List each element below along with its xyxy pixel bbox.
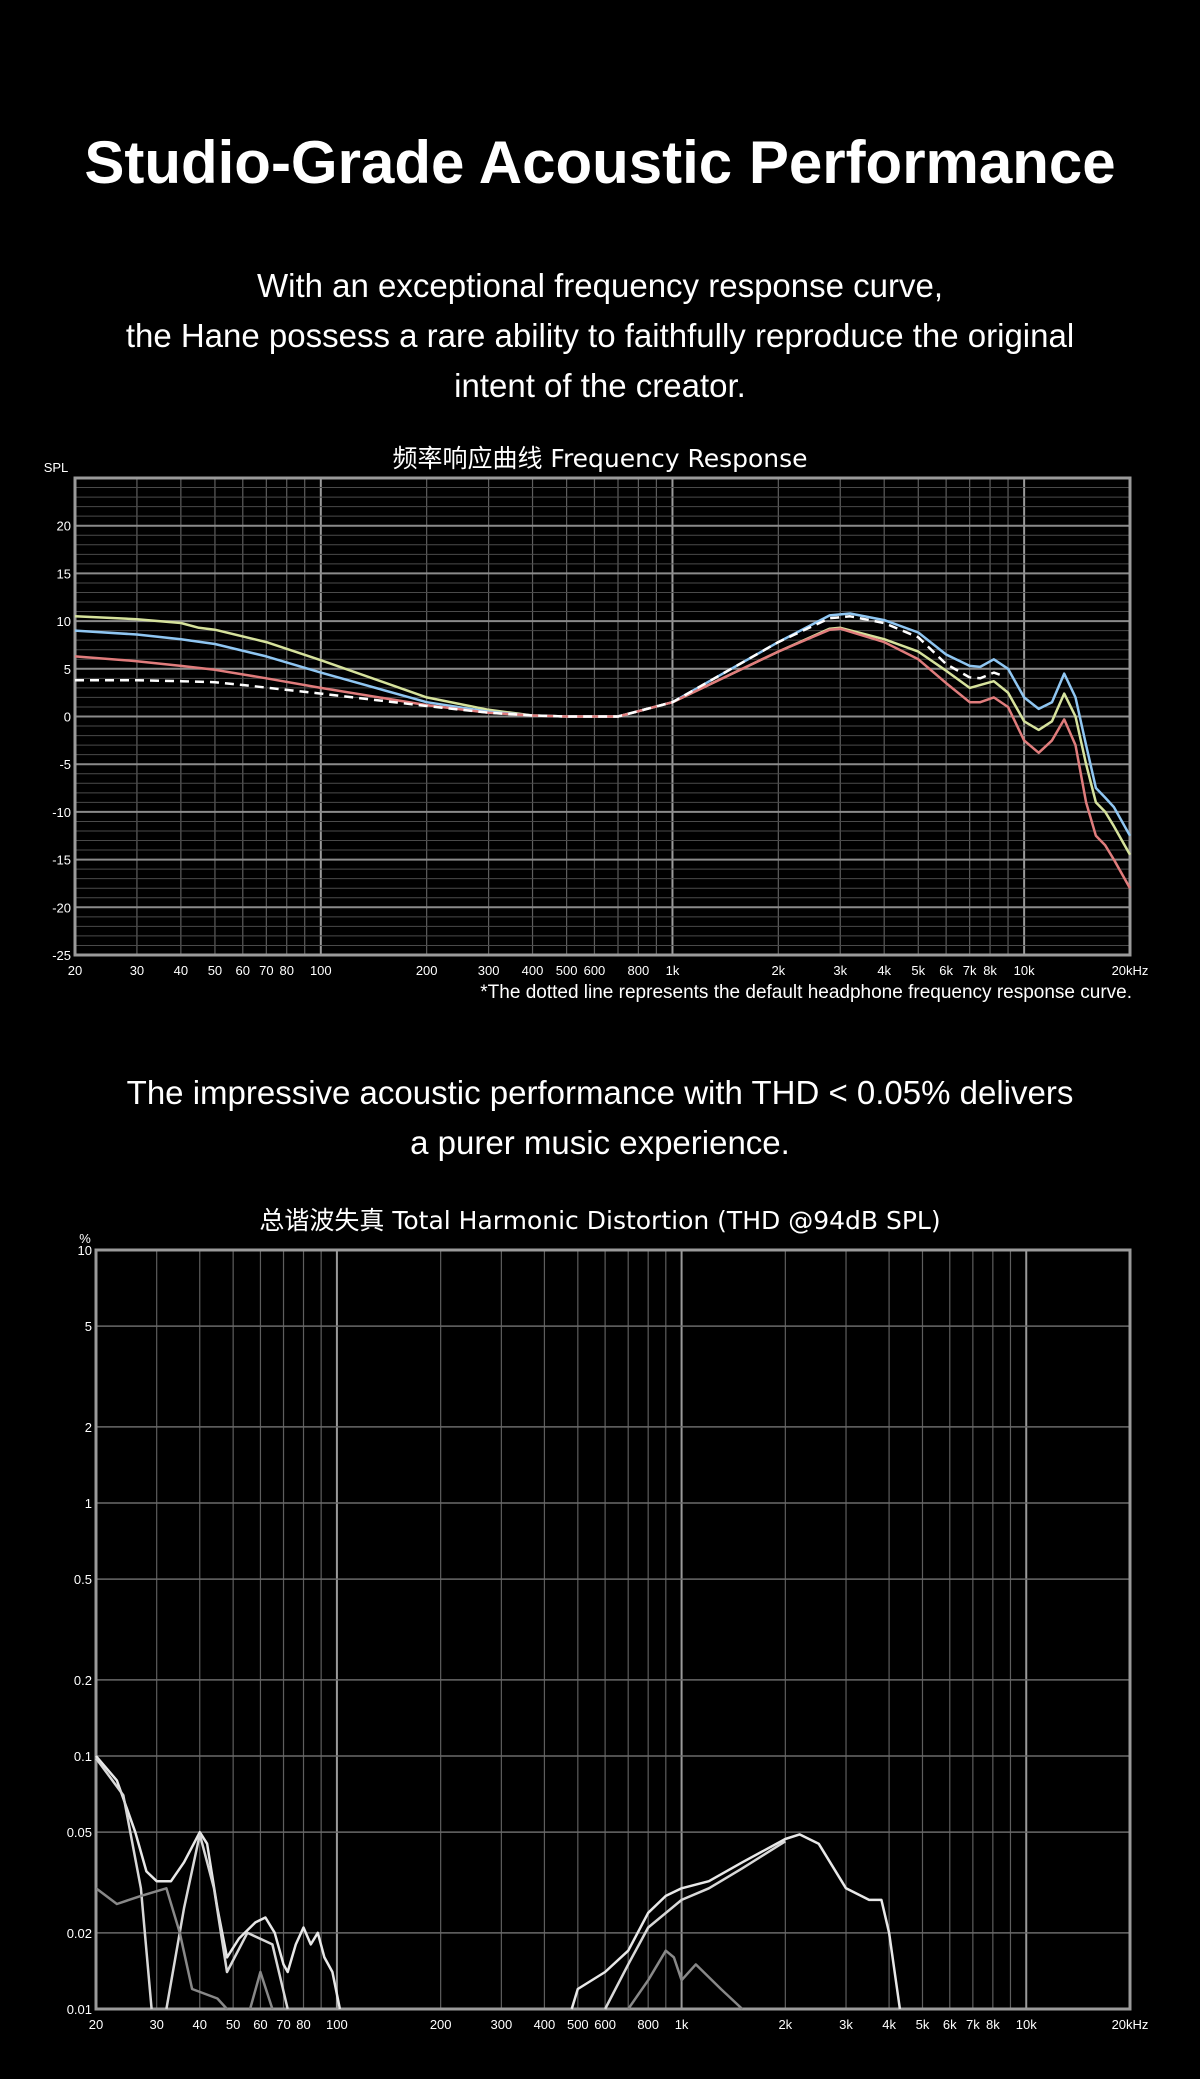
y-tick-label: 0 bbox=[64, 710, 71, 725]
x-tick-label: 40 bbox=[193, 2017, 207, 2032]
series-line bbox=[627, 1949, 744, 2010]
series-line bbox=[94, 1757, 153, 2010]
x-tick-label: 1k bbox=[666, 963, 680, 978]
x-tick-label: 20 bbox=[89, 2017, 103, 2032]
x-tick-label: 60 bbox=[236, 963, 250, 978]
x-tick-label: 600 bbox=[584, 963, 606, 978]
x-tick-label: 300 bbox=[491, 2017, 513, 2032]
x-tick-label: 5k bbox=[911, 963, 925, 978]
y-tick-label: 0.05 bbox=[67, 1825, 92, 1840]
series-line bbox=[74, 612, 1132, 837]
x-tick-label: 20kHz bbox=[1112, 963, 1149, 978]
x-tick-label: 20 bbox=[68, 963, 82, 978]
series-line bbox=[248, 1970, 274, 2010]
x-tick-label: 7k bbox=[963, 963, 977, 978]
y-tick-label: -15 bbox=[52, 853, 71, 868]
x-tick-label: 70 bbox=[276, 2017, 290, 2032]
x-tick-label: 1k bbox=[675, 2017, 689, 2032]
y-tick-label: 1 bbox=[85, 1496, 92, 1511]
x-tick-label: 200 bbox=[430, 2017, 452, 2032]
intro-line: With an exceptional frequency response c… bbox=[256, 267, 944, 304]
series-line bbox=[74, 627, 1132, 889]
x-tick-label: 6k bbox=[939, 963, 953, 978]
x-tick-label: 300 bbox=[478, 963, 500, 978]
series-line bbox=[570, 1833, 902, 2010]
y-tick-label: 0.01 bbox=[67, 2002, 92, 2017]
fr-chart-note: *The dotted line represents the default … bbox=[480, 982, 1132, 1003]
x-tick-label: 600 bbox=[594, 2017, 616, 2032]
intro-line: the Hane possess a rare ability to faith… bbox=[125, 317, 1075, 354]
x-tick-label: 3k bbox=[833, 963, 847, 978]
series-line bbox=[75, 615, 1006, 718]
y-tick-label: 0.02 bbox=[67, 1926, 92, 1941]
y-tick-label: 0.5 bbox=[74, 1572, 92, 1587]
x-tick-label: 500 bbox=[567, 2017, 589, 2032]
x-tick-label: 4k bbox=[877, 963, 891, 978]
x-tick-label: 50 bbox=[226, 2017, 240, 2032]
y-tick-label: -25 bbox=[52, 948, 71, 963]
x-tick-label: 4k bbox=[882, 2017, 896, 2032]
x-tick-label: 100 bbox=[326, 2017, 348, 2032]
x-tick-label: 400 bbox=[522, 963, 544, 978]
y-tick-label: -5 bbox=[59, 757, 71, 772]
y-axis-label: SPL bbox=[44, 460, 69, 475]
x-tick-label: 5k bbox=[916, 2017, 930, 2032]
x-tick-label: 8k bbox=[983, 963, 997, 978]
y-tick-label: 0.1 bbox=[74, 1749, 92, 1764]
y-axis-label: % bbox=[79, 1231, 91, 1246]
y-tick-label: 10 bbox=[57, 614, 71, 629]
y-tick-label: 15 bbox=[57, 566, 71, 581]
x-tick-label: 30 bbox=[130, 963, 144, 978]
x-tick-label: 80 bbox=[296, 2017, 310, 2032]
x-tick-label: 500 bbox=[556, 963, 578, 978]
thd-text: The impressive acoustic performance with… bbox=[0, 1068, 1200, 1168]
x-tick-label: 100 bbox=[310, 963, 332, 978]
series-line bbox=[74, 615, 1132, 856]
x-tick-label: 200 bbox=[416, 963, 438, 978]
fr-chart-title: 频率响应曲线 Frequency Response bbox=[392, 444, 808, 473]
x-tick-label: 30 bbox=[149, 2017, 163, 2032]
x-tick-label: 50 bbox=[208, 963, 222, 978]
page-title: Studio-Grade Acoustic Performance bbox=[84, 129, 1116, 196]
x-tick-label: 10k bbox=[1014, 963, 1035, 978]
x-tick-label: 800 bbox=[628, 963, 650, 978]
y-tick-label: 0.2 bbox=[74, 1673, 92, 1688]
series-line bbox=[603, 1840, 786, 2010]
y-tick-label: 5 bbox=[85, 1319, 92, 1334]
x-tick-label: 10k bbox=[1016, 2017, 1037, 2032]
x-tick-label: 40 bbox=[174, 963, 188, 978]
y-tick-label: 5 bbox=[64, 662, 71, 677]
y-tick-label: -20 bbox=[52, 900, 71, 915]
thd-line: a purer music experience. bbox=[410, 1124, 790, 1161]
x-tick-label: 400 bbox=[534, 2017, 556, 2032]
y-tick-label: 2 bbox=[85, 1420, 92, 1435]
x-tick-label: 60 bbox=[253, 2017, 267, 2032]
x-tick-label: 800 bbox=[637, 2017, 659, 2032]
y-tick-label: 20 bbox=[57, 519, 71, 534]
plot-frame bbox=[73, 476, 1132, 957]
intro-text: With an exceptional frequency response c… bbox=[0, 261, 1200, 411]
plot-frame bbox=[94, 1248, 1132, 2011]
series-line bbox=[95, 1887, 228, 2010]
x-tick-label: 7k bbox=[966, 2017, 980, 2032]
y-tick-label: 10 bbox=[78, 1243, 92, 1258]
y-tick-label: -10 bbox=[52, 805, 71, 820]
x-tick-label: 6k bbox=[943, 2017, 957, 2032]
series-line bbox=[95, 1755, 342, 2010]
thd-chart-title: 总谐波失真 Total Harmonic Distortion (THD @94… bbox=[259, 1206, 941, 1235]
intro-line: intent of the creator. bbox=[454, 367, 746, 404]
series-line bbox=[165, 1833, 289, 2010]
x-tick-label: 2k bbox=[771, 963, 785, 978]
x-tick-label: 70 bbox=[259, 963, 273, 978]
x-tick-label: 20kHz bbox=[1112, 2017, 1149, 2032]
x-tick-label: 8k bbox=[986, 2017, 1000, 2032]
thd-line: The impressive acoustic performance with… bbox=[126, 1074, 1074, 1111]
x-tick-label: 3k bbox=[839, 2017, 853, 2032]
x-tick-label: 2k bbox=[778, 2017, 792, 2032]
x-tick-label: 80 bbox=[279, 963, 293, 978]
